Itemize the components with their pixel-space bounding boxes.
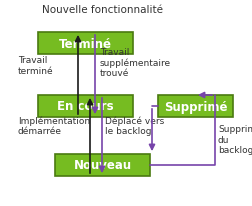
Text: En cours: En cours [57, 100, 114, 113]
Text: Implémentation
démarrée: Implémentation démarrée [18, 116, 90, 135]
Text: Travail
supplémentaire
trouvé: Travail supplémentaire trouvé [100, 48, 171, 78]
Text: Nouveau: Nouveau [73, 159, 132, 172]
FancyBboxPatch shape [38, 33, 133, 55]
Text: Déplacé vers
le backlog: Déplacé vers le backlog [105, 116, 164, 135]
Text: Travail
terminé: Travail terminé [18, 56, 54, 75]
Text: Terminé: Terminé [59, 37, 112, 50]
Text: Supprimé
du
backlog: Supprimé du backlog [218, 124, 252, 154]
FancyBboxPatch shape [158, 96, 233, 117]
Text: Supprimé: Supprimé [164, 100, 227, 113]
FancyBboxPatch shape [38, 96, 133, 117]
Text: Nouvelle fonctionnalité: Nouvelle fonctionnalité [42, 5, 163, 15]
FancyBboxPatch shape [55, 154, 150, 176]
